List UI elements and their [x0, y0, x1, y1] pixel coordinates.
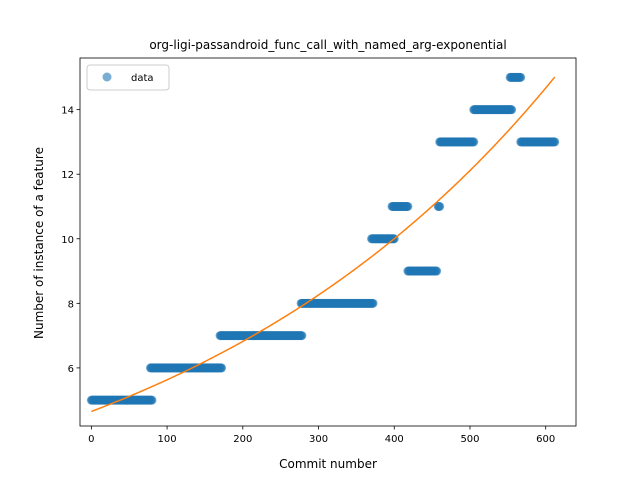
data-point — [507, 105, 516, 114]
data-point — [435, 202, 444, 211]
data-point — [469, 137, 478, 146]
data-point — [432, 267, 441, 276]
data-segment — [387, 202, 412, 211]
data-point — [217, 363, 226, 372]
y-tick-label: 8 — [68, 299, 74, 310]
y-tick-label: 6 — [68, 364, 74, 375]
legend-box — [87, 65, 169, 90]
x-tick-label: 500 — [460, 434, 479, 445]
legend-label-data: data — [131, 73, 154, 84]
data-segment — [516, 137, 559, 146]
data-point — [369, 299, 378, 308]
data-point — [297, 331, 306, 340]
x-tick-label: 0 — [88, 434, 94, 445]
y-tick-label: 14 — [61, 106, 74, 117]
data-point — [147, 396, 156, 405]
legend-marker-data — [103, 73, 112, 82]
data-point — [403, 202, 412, 211]
x-tick-label: 600 — [536, 434, 555, 445]
y-axis-label: Number of instance of a feature — [32, 147, 46, 339]
x-tick-label: 100 — [158, 434, 177, 445]
data-point — [516, 73, 525, 82]
x-tick-label: 200 — [233, 434, 252, 445]
y-tick-label: 12 — [61, 170, 74, 181]
chart-title: org-ligi-passandroid_func_call_with_name… — [149, 38, 506, 52]
data-segment — [297, 299, 378, 308]
x-tick-label: 300 — [309, 434, 328, 445]
data-segment — [403, 267, 441, 276]
data-segment — [506, 73, 526, 82]
data-segment — [435, 137, 478, 146]
data-segment — [469, 105, 516, 114]
y-tick-label: 10 — [61, 235, 74, 246]
x-axis-label: Commit number — [279, 457, 377, 471]
x-tick-label: 400 — [385, 434, 404, 445]
legend: data — [87, 65, 169, 90]
data-point — [550, 137, 559, 146]
data-segment — [216, 331, 307, 340]
